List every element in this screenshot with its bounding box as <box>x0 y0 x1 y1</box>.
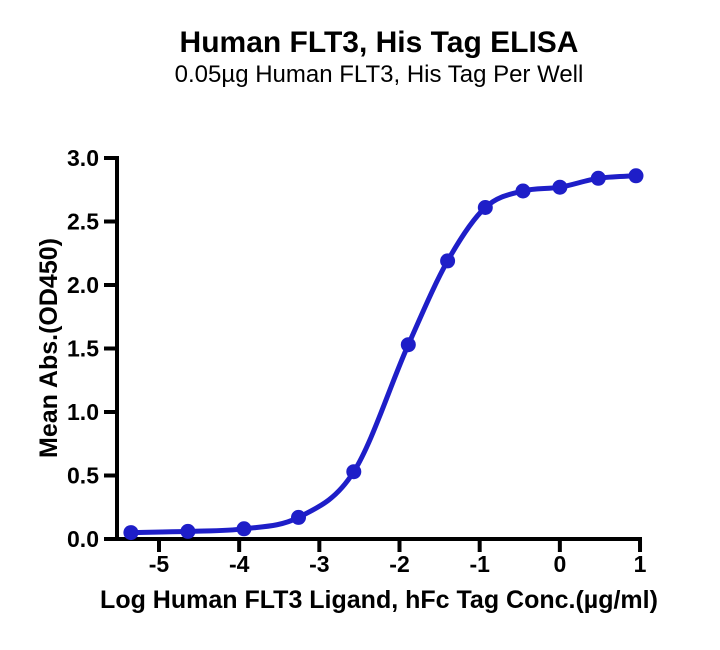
data-point <box>236 521 252 537</box>
data-point <box>515 183 531 199</box>
y-tick-label: 3.0 <box>67 145 99 171</box>
dose-response-curve <box>128 173 639 536</box>
chart-subtitle: 0.05µg Human FLT3, His Tag Per Well <box>174 61 584 88</box>
chart-title: Human FLT3, His Tag ELISA <box>179 26 579 59</box>
data-point <box>346 464 362 480</box>
data-point <box>123 525 139 541</box>
x-tick-label: -1 <box>469 551 490 577</box>
data-point <box>400 337 416 353</box>
data-point <box>440 253 456 269</box>
data-point <box>590 170 606 186</box>
x-axis-label: Log Human FLT3 Ligand, hFc Tag Conc.(µg/… <box>100 586 658 614</box>
y-tick-label: 2.5 <box>67 209 99 235</box>
x-tick-label: -4 <box>229 551 250 577</box>
data-point <box>180 523 196 539</box>
y-tick-label: 2.0 <box>67 272 99 298</box>
x-tick-label: 0 <box>553 551 566 577</box>
y-tick-label: 0.5 <box>67 463 99 489</box>
y-tick-label: 0.0 <box>67 526 99 552</box>
y-tick-label: 1.0 <box>67 399 99 425</box>
x-tick-label: 1 <box>634 551 647 577</box>
data-point <box>628 168 644 184</box>
y-tick-label: 1.5 <box>67 336 99 362</box>
data-point <box>477 200 493 215</box>
data-point <box>291 509 306 525</box>
x-tick-label: -2 <box>389 551 409 577</box>
x-tick-label: -3 <box>309 551 329 577</box>
data-point <box>552 179 568 195</box>
x-tick-label: -5 <box>149 551 170 577</box>
